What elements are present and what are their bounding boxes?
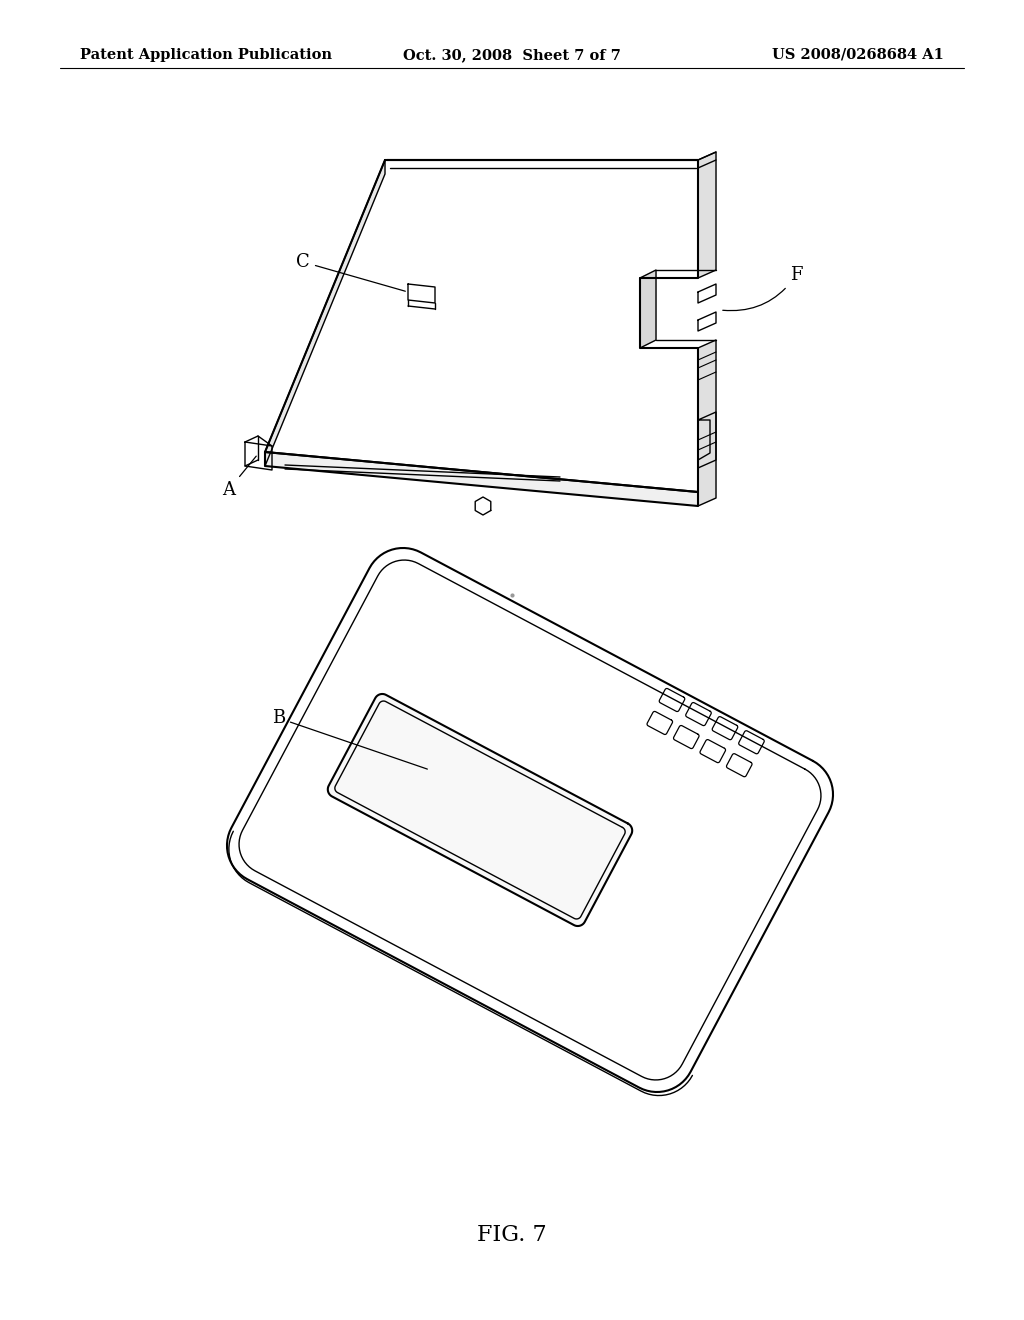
Polygon shape <box>265 160 698 492</box>
Polygon shape <box>647 711 673 734</box>
Text: A: A <box>222 457 256 499</box>
Polygon shape <box>698 152 716 279</box>
Polygon shape <box>659 689 685 711</box>
Polygon shape <box>726 754 752 776</box>
Polygon shape <box>686 702 712 726</box>
Polygon shape <box>265 451 698 506</box>
Text: F: F <box>723 267 803 310</box>
Polygon shape <box>738 731 764 754</box>
Text: Patent Application Publication: Patent Application Publication <box>80 48 332 62</box>
Text: B: B <box>271 709 427 770</box>
Polygon shape <box>227 548 833 1092</box>
Polygon shape <box>698 341 716 506</box>
Polygon shape <box>640 271 656 348</box>
Text: US 2008/0268684 A1: US 2008/0268684 A1 <box>772 48 944 62</box>
Polygon shape <box>700 739 726 763</box>
Polygon shape <box>265 160 385 466</box>
Polygon shape <box>674 726 699 748</box>
Text: FIG. 7: FIG. 7 <box>477 1224 547 1246</box>
Polygon shape <box>328 694 632 927</box>
Text: C: C <box>296 253 406 292</box>
Polygon shape <box>713 717 737 739</box>
Text: Oct. 30, 2008  Sheet 7 of 7: Oct. 30, 2008 Sheet 7 of 7 <box>403 48 621 62</box>
